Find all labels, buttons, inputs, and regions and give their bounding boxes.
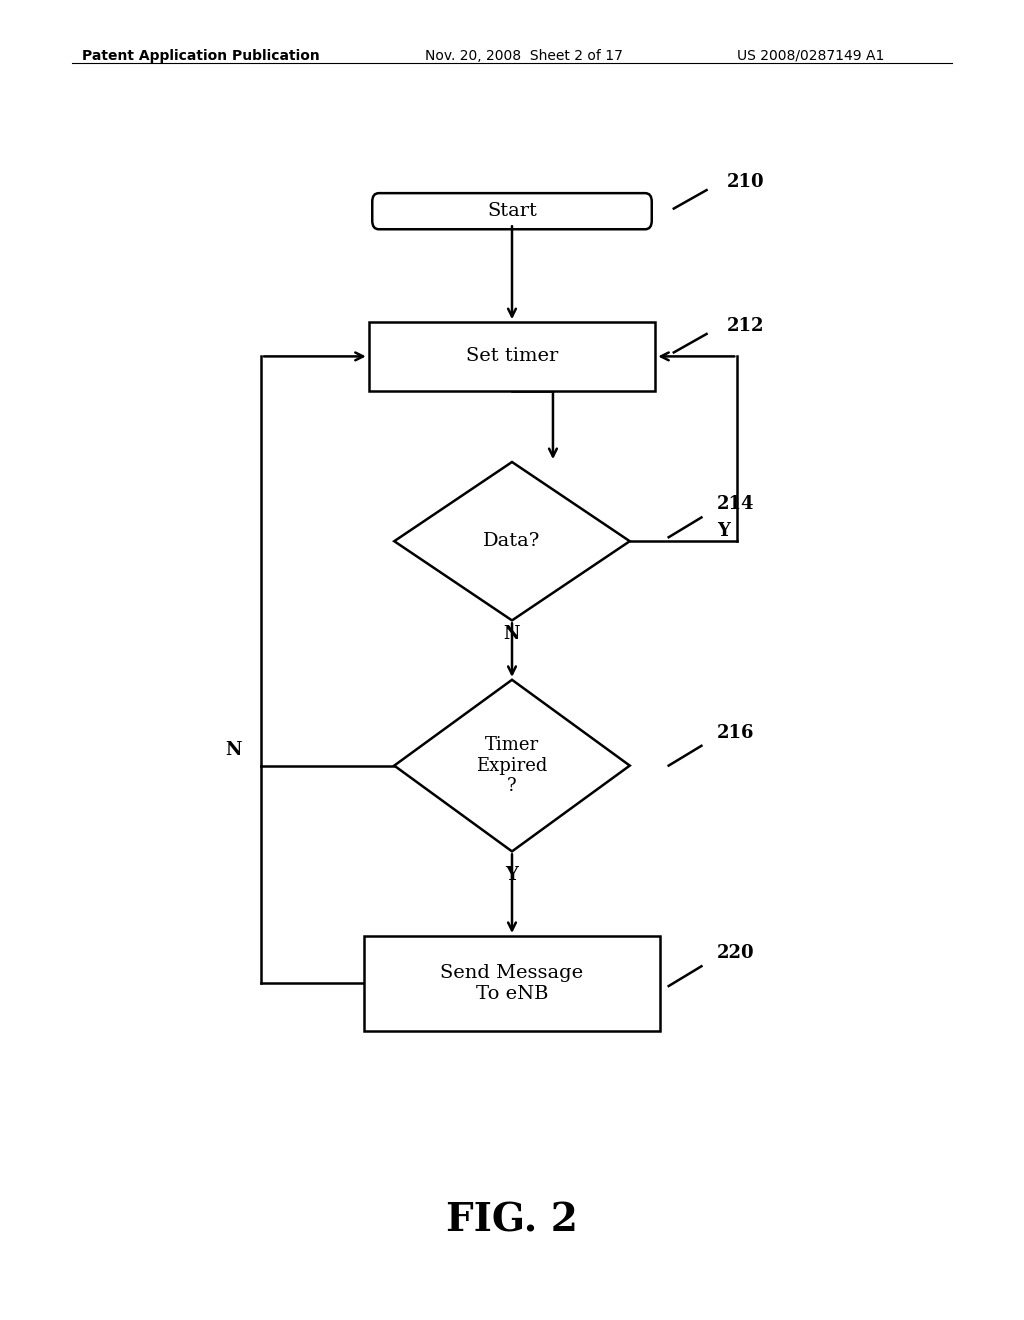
Polygon shape bbox=[394, 462, 630, 620]
Text: FIG. 2: FIG. 2 bbox=[446, 1203, 578, 1239]
Polygon shape bbox=[394, 680, 630, 851]
Text: 214: 214 bbox=[717, 495, 755, 513]
Text: US 2008/0287149 A1: US 2008/0287149 A1 bbox=[737, 49, 885, 63]
Text: Timer
Expired
?: Timer Expired ? bbox=[476, 735, 548, 796]
Bar bbox=[364, 936, 660, 1031]
Text: Send Message
To eNB: Send Message To eNB bbox=[440, 964, 584, 1003]
Text: 220: 220 bbox=[717, 944, 755, 962]
Text: Y: Y bbox=[506, 866, 518, 884]
Bar bbox=[369, 322, 655, 391]
Text: Start: Start bbox=[487, 202, 537, 220]
Text: N: N bbox=[504, 624, 520, 643]
Text: 212: 212 bbox=[727, 317, 765, 335]
Text: Set timer: Set timer bbox=[466, 347, 558, 366]
Text: 210: 210 bbox=[727, 173, 765, 191]
Text: N: N bbox=[225, 741, 242, 759]
Text: Nov. 20, 2008  Sheet 2 of 17: Nov. 20, 2008 Sheet 2 of 17 bbox=[425, 49, 623, 63]
Text: Data?: Data? bbox=[483, 532, 541, 550]
Text: 216: 216 bbox=[717, 723, 755, 742]
Text: Y: Y bbox=[717, 521, 730, 540]
FancyBboxPatch shape bbox=[373, 193, 651, 230]
Text: Patent Application Publication: Patent Application Publication bbox=[82, 49, 319, 63]
